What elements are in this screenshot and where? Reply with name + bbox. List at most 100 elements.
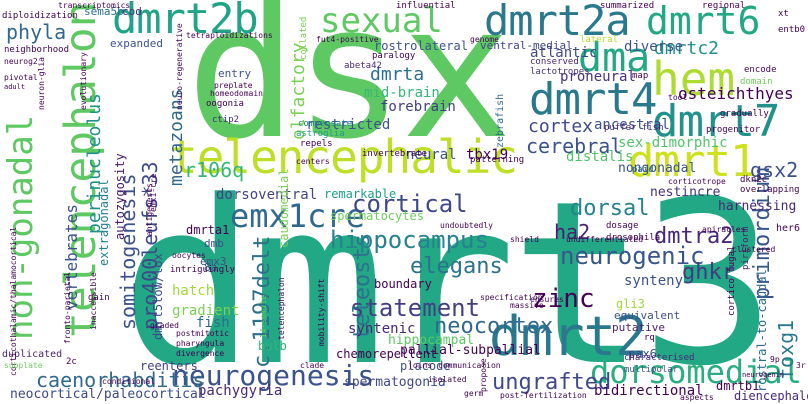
word: intriguingly [170,265,236,275]
word: syntenic [348,321,416,337]
word: expanded [110,37,163,50]
word: putative [612,321,665,334]
word: xt [778,9,789,19]
word: dmrt6 [646,0,761,43]
word: dmrt2 [489,305,648,368]
word: dkn2c [740,175,768,185]
word: gradually [720,109,769,119]
word: caenorhabditis [36,368,205,392]
word: propose [479,358,488,392]
word: 9p [770,355,780,364]
word: apiracles [702,225,746,234]
word: equivalent [614,309,681,322]
word: invertebrate [362,149,428,159]
word: corticotrope [668,177,726,186]
word: phyla [6,20,67,44]
word: cortex [528,116,594,137]
word: spermatocytes [330,209,424,223]
word: diencephalon [734,389,808,403]
word: dmrt2a [484,0,631,45]
word: diploidization [2,11,78,21]
word: map [632,71,649,81]
word: emx3 [200,255,227,268]
word: ungrafted [492,370,612,395]
word: divergence [176,349,225,358]
word: isolated [428,375,467,384]
word: neighborhood [4,45,70,55]
word: harnessing [718,199,797,214]
word: fut4-positive [316,35,379,44]
word: hippocampus [330,226,489,254]
word: ensures [530,295,564,304]
word: tetraploidizations [186,31,273,40]
word: distalis [566,149,634,165]
word: communication [438,361,501,370]
word: drosophila [606,233,661,243]
word: dorsomedial [590,353,802,391]
word: dmrt3 [120,153,776,404]
word: proneural [560,69,636,85]
word: spermatogonia [344,375,446,390]
word: dmrtc2 [654,38,720,59]
word: hippocampal [388,333,475,348]
word: forebrain [380,99,456,115]
word: telencephalon [277,277,286,340]
word: nestincre [650,185,721,200]
word: synteny [624,273,684,289]
word: cerebral [526,134,623,158]
word: dmrt1 [628,136,756,187]
word: dmrta1 [186,223,230,237]
word: 8a [204,261,218,274]
word: neocortex [434,314,554,339]
word: dosage [606,221,639,231]
word: her6 [776,223,801,234]
word: pallial-subpallial [400,343,541,358]
word: neuron-glia [37,57,46,110]
word: post-fertilization [500,391,587,400]
word: repels [300,139,333,149]
word: entry [218,67,252,80]
word: hatch [172,283,215,299]
word: entb0 [778,25,806,35]
word: 2c [66,357,77,367]
word: neural [406,147,457,163]
word: 14-somite [259,294,268,338]
word: corticothalamic/thalamocortical [9,226,18,376]
word: autozygosity [113,153,127,240]
word: gradient [172,303,240,319]
word: tbx19 [466,147,509,163]
word: dorsoventral [216,187,318,203]
word: reenters [140,359,198,373]
word: gsx2 [750,158,799,182]
word: dorsal [570,196,650,221]
word: evolutionary [79,52,88,110]
word: undifferentiated [566,235,644,244]
word: gli3 [616,297,645,311]
word: pachygyria [198,383,283,399]
word: subplate [4,361,43,370]
word: ventral-medial [480,39,573,52]
word: dmrt2b [112,0,259,43]
word: abeta42 [344,61,382,71]
word: encode [744,65,777,75]
word: pivotal [4,73,38,82]
word: 3r [796,361,806,370]
word: restricted [306,117,391,133]
word: emx1cre [230,197,365,235]
word: progenitor [706,125,761,135]
word: ancestral [594,117,670,133]
word: zinc [532,284,595,314]
word: graded [150,321,179,330]
word: mobility-shift [317,278,326,346]
word: antigenesis [145,183,154,236]
word: oocytes [172,251,206,260]
word: sema5b [84,5,124,18]
word: caudomedial [277,168,291,248]
word: mid-brain [364,85,440,101]
word: neocortical/paleocortical [10,387,206,402]
word: nongonadal [618,161,697,176]
word: transcriptomics [58,1,131,10]
word: dmtra2 [654,224,734,249]
word: preplate [214,81,253,90]
word: massive [510,301,544,310]
